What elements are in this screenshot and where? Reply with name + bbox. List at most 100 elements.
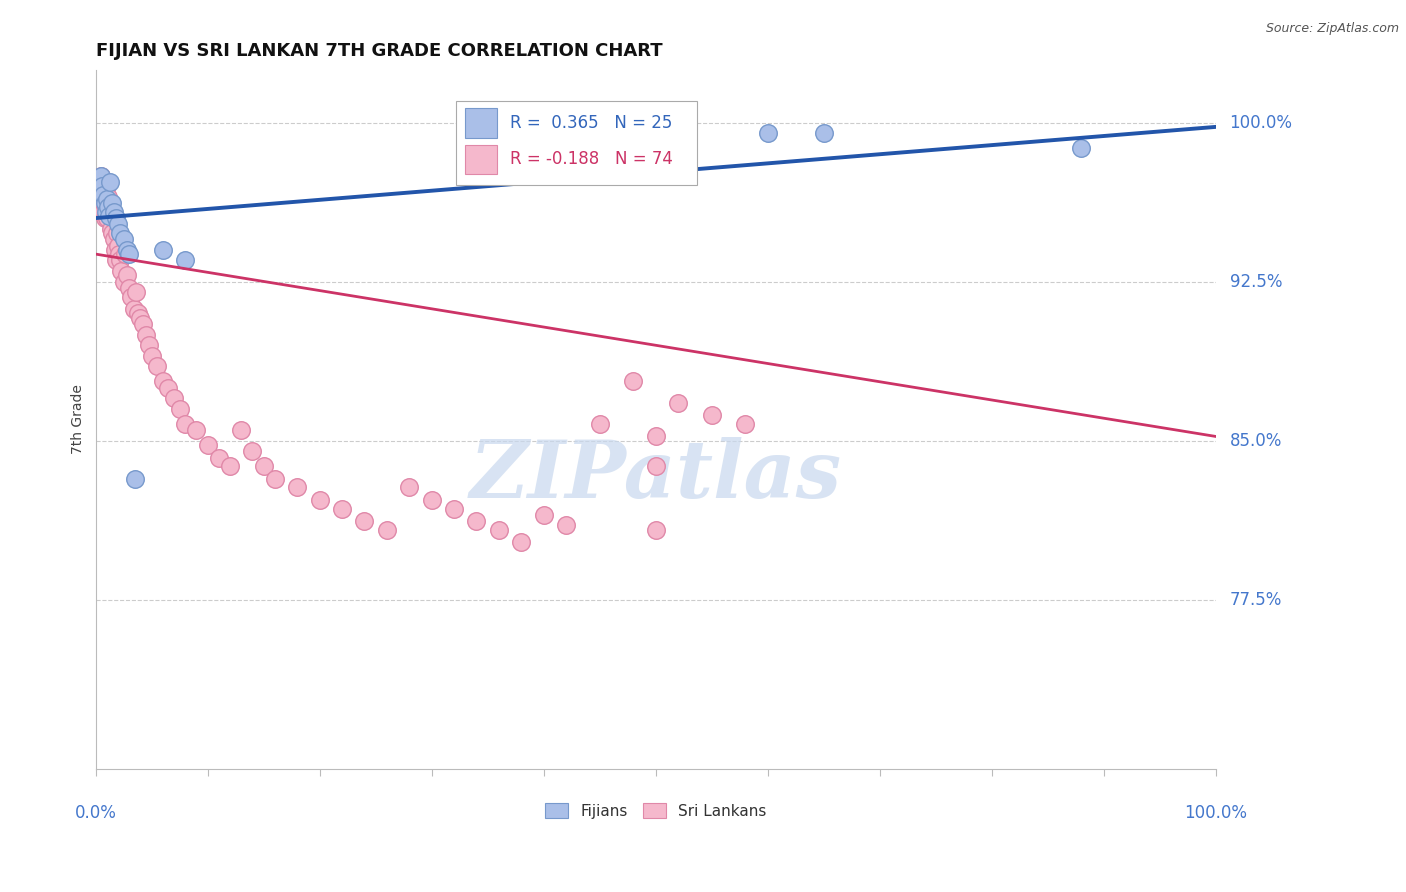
FancyBboxPatch shape (457, 101, 697, 186)
Point (94, 201, 117, 215)
Point (308, 493, 330, 508)
Point (118, 281, 141, 295)
Point (101, 226, 124, 240)
Point (138, 338, 160, 352)
Point (98, 204, 121, 219)
Point (96, 192, 118, 206)
Point (91, 179, 114, 194)
Point (644, 459, 666, 474)
Point (108, 247, 131, 261)
Point (93, 196, 115, 211)
Point (242, 444, 264, 458)
Point (97, 201, 120, 215)
Text: Source: ZipAtlas.com: Source: ZipAtlas.com (1265, 22, 1399, 36)
Text: 85.0%: 85.0% (1230, 432, 1282, 450)
Point (101, 196, 124, 211)
Point (253, 459, 276, 474)
Point (93, 184, 115, 198)
Point (118, 247, 141, 261)
Text: 100.0%: 100.0% (1230, 113, 1292, 132)
Point (104, 253, 127, 268)
Point (169, 401, 191, 416)
Y-axis label: 7th Grade: 7th Grade (72, 384, 86, 454)
Point (110, 226, 132, 240)
Point (87, 175, 110, 189)
Point (420, 493, 443, 508)
Point (174, 417, 197, 431)
Point (330, 501, 353, 516)
Point (644, 429, 666, 443)
Point (813, 126, 835, 140)
Point (621, 374, 644, 388)
Text: ZIPatlas: ZIPatlas (470, 437, 842, 514)
Point (533, 508, 555, 522)
Point (115, 243, 138, 257)
Point (125, 285, 148, 300)
Point (90, 201, 112, 215)
Point (644, 523, 666, 537)
Point (89, 190, 111, 204)
Point (186, 423, 208, 437)
Legend: Fijians, Sri Lankans: Fijians, Sri Lankans (538, 797, 772, 824)
Point (122, 302, 145, 317)
Point (98, 209, 121, 223)
Text: 0.0%: 0.0% (75, 804, 117, 822)
Point (131, 317, 153, 331)
Point (285, 480, 308, 494)
Point (89, 184, 111, 198)
Point (124, 472, 146, 486)
Point (219, 459, 242, 474)
Point (127, 306, 149, 320)
Text: 100.0%: 100.0% (1184, 804, 1247, 822)
Point (208, 450, 231, 465)
Point (146, 359, 169, 374)
FancyBboxPatch shape (465, 145, 496, 174)
Point (90, 169, 112, 183)
Point (104, 243, 127, 257)
Point (91, 179, 114, 194)
Point (107, 238, 129, 252)
Point (94, 204, 117, 219)
Point (555, 518, 578, 533)
Point (90, 169, 112, 183)
Point (93, 190, 115, 204)
Point (96, 179, 118, 194)
Text: R =  0.365   N = 25: R = 0.365 N = 25 (510, 114, 672, 132)
FancyBboxPatch shape (465, 108, 496, 137)
Point (141, 349, 163, 363)
Point (700, 409, 723, 423)
Point (197, 438, 219, 452)
Text: R = -0.188   N = 74: R = -0.188 N = 74 (510, 150, 673, 169)
Point (152, 374, 174, 388)
Point (734, 417, 756, 431)
Point (115, 268, 138, 283)
Point (465, 514, 488, 528)
Point (263, 472, 285, 486)
Point (114, 247, 136, 261)
Point (152, 243, 174, 257)
Point (104, 211, 127, 225)
Point (231, 423, 253, 437)
Point (96, 211, 118, 225)
Text: FIJIAN VS SRI LANKAN 7TH GRADE CORRELATION CHART: FIJIAN VS SRI LANKAN 7TH GRADE CORRELATI… (96, 42, 662, 60)
Point (87, 175, 110, 189)
Point (353, 514, 375, 528)
Point (112, 275, 135, 289)
Point (488, 523, 510, 537)
Point (589, 417, 612, 431)
Point (121, 289, 143, 303)
Point (375, 523, 398, 537)
Point (93, 187, 115, 202)
Point (93, 204, 115, 219)
Point (93, 211, 115, 225)
Text: 77.5%: 77.5% (1230, 591, 1282, 608)
Point (97, 190, 120, 204)
Point (510, 535, 533, 549)
Point (100, 221, 122, 235)
Point (666, 395, 689, 409)
Point (163, 391, 186, 405)
Point (129, 310, 152, 325)
Point (107, 218, 129, 232)
Point (135, 327, 157, 342)
Point (103, 204, 125, 219)
